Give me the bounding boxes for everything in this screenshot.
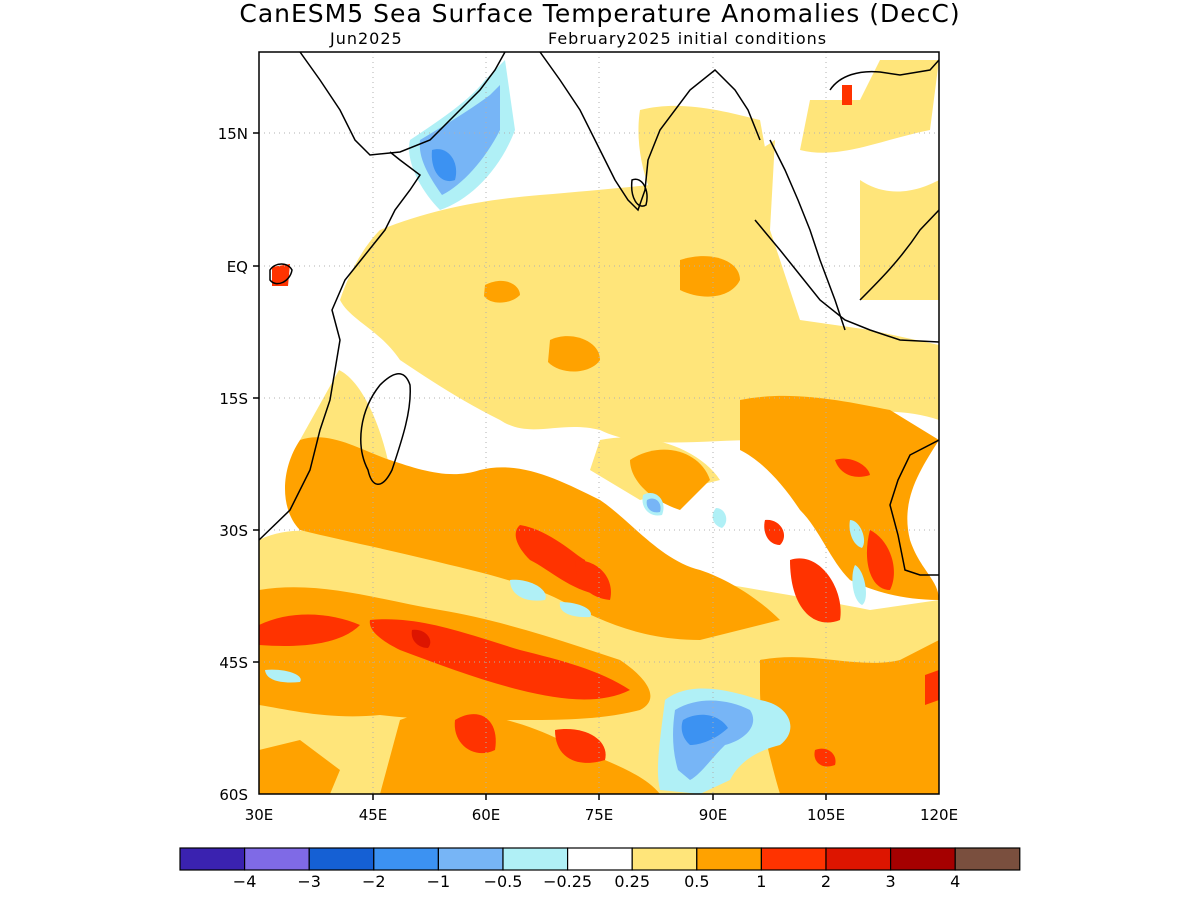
colorbar-label: −4: [233, 872, 257, 891]
lat-tick-label: 60S: [219, 786, 248, 804]
arabia-coast: [299, 52, 506, 156]
colorbar-swatch: [373, 847, 439, 871]
coastlines: [259, 52, 939, 576]
colorbar-swatch: [760, 847, 827, 871]
lon-tick-label: 30E: [245, 806, 274, 824]
sumatra-java-coast: [754, 219, 939, 343]
lat-tick-label: 45S: [219, 654, 248, 672]
colorbar-swatch: [179, 847, 246, 871]
madagascar-coast: [360, 373, 412, 485]
borneo-coast: [859, 209, 939, 301]
australia-coast: [889, 439, 939, 576]
colorbar-label: −3: [297, 872, 321, 891]
colorbar-swatch: [631, 847, 698, 871]
colorbar-label: 3: [886, 872, 896, 891]
lat-tick-label: EQ: [227, 258, 248, 276]
lat-tick-label: 30S: [219, 522, 248, 540]
anomaly-fields: [259, 60, 939, 794]
subtitle-initial-conditions: February2025 initial conditions: [548, 29, 827, 48]
longitude-axis: 30E 45E 60E 75E 90E 105E 120E: [245, 806, 958, 824]
colorbar-swatch: [954, 847, 1021, 871]
lon-tick-label: 75E: [585, 806, 614, 824]
south-china-coast: [829, 59, 939, 91]
lon-tick-label: 90E: [699, 806, 728, 824]
colorbar-label: 0.5: [684, 872, 709, 891]
gridlines: [259, 52, 939, 794]
lon-tick-label: 60E: [472, 806, 501, 824]
lon-tick-label: 45E: [359, 806, 388, 824]
lat-tick-label: 15S: [219, 390, 248, 408]
figure-title: CanESM5 Sea Surface Temperature Anomalie…: [239, 0, 960, 28]
colorbar-label: −1: [427, 872, 451, 891]
axis-tick-marks: [253, 132, 827, 800]
sri-lanka-coast: [630, 178, 648, 207]
myanmar-coast: [769, 139, 846, 331]
colorbar-label: 0.25: [614, 872, 650, 891]
colorbar-swatch: [308, 847, 375, 871]
india-coast: [539, 52, 761, 212]
colorbar-label: 2: [821, 872, 831, 891]
latitude-axis: 15N EQ 15S 30S 45S 60S: [218, 125, 248, 804]
colorbar-swatch: [437, 847, 504, 871]
colorbar-swatch: [566, 847, 633, 871]
colorbar-label: 4: [950, 872, 960, 891]
anomaly-contour-2-3: [411, 629, 431, 648]
colorbar-swatch: [244, 847, 310, 871]
colorbar-swatch: [696, 847, 762, 871]
colorbar-swatch: [889, 847, 956, 871]
colorbar: [179, 847, 1021, 871]
colorbar-label: −2: [362, 872, 386, 891]
subtitle-month: Jun2025: [329, 29, 403, 48]
seychelles-outline: [269, 263, 293, 285]
colorbar-swatch: [825, 847, 892, 871]
map-panel: 30E 45E 60E 75E 90E 105E 120E 15N EQ 15S…: [218, 51, 958, 824]
lat-tick-label: 15N: [218, 125, 248, 143]
colorbar-label: −0.5: [484, 872, 523, 891]
anomaly-contour-1-2: [259, 85, 939, 767]
lon-tick-label: 105E: [807, 806, 845, 824]
colorbar-swatch: [502, 847, 569, 871]
africa-coast: [259, 151, 422, 541]
colorbar-label: 1: [756, 872, 766, 891]
colorbar-label: −0.25: [543, 872, 592, 891]
lon-tick-label: 120E: [920, 806, 958, 824]
colorbar-labels: −4 −3 −2 −1 −0.5 −0.25 0.25 0.5 1 2 3 4: [233, 872, 960, 891]
anomaly-contour-neg1-neg2: [431, 149, 728, 745]
